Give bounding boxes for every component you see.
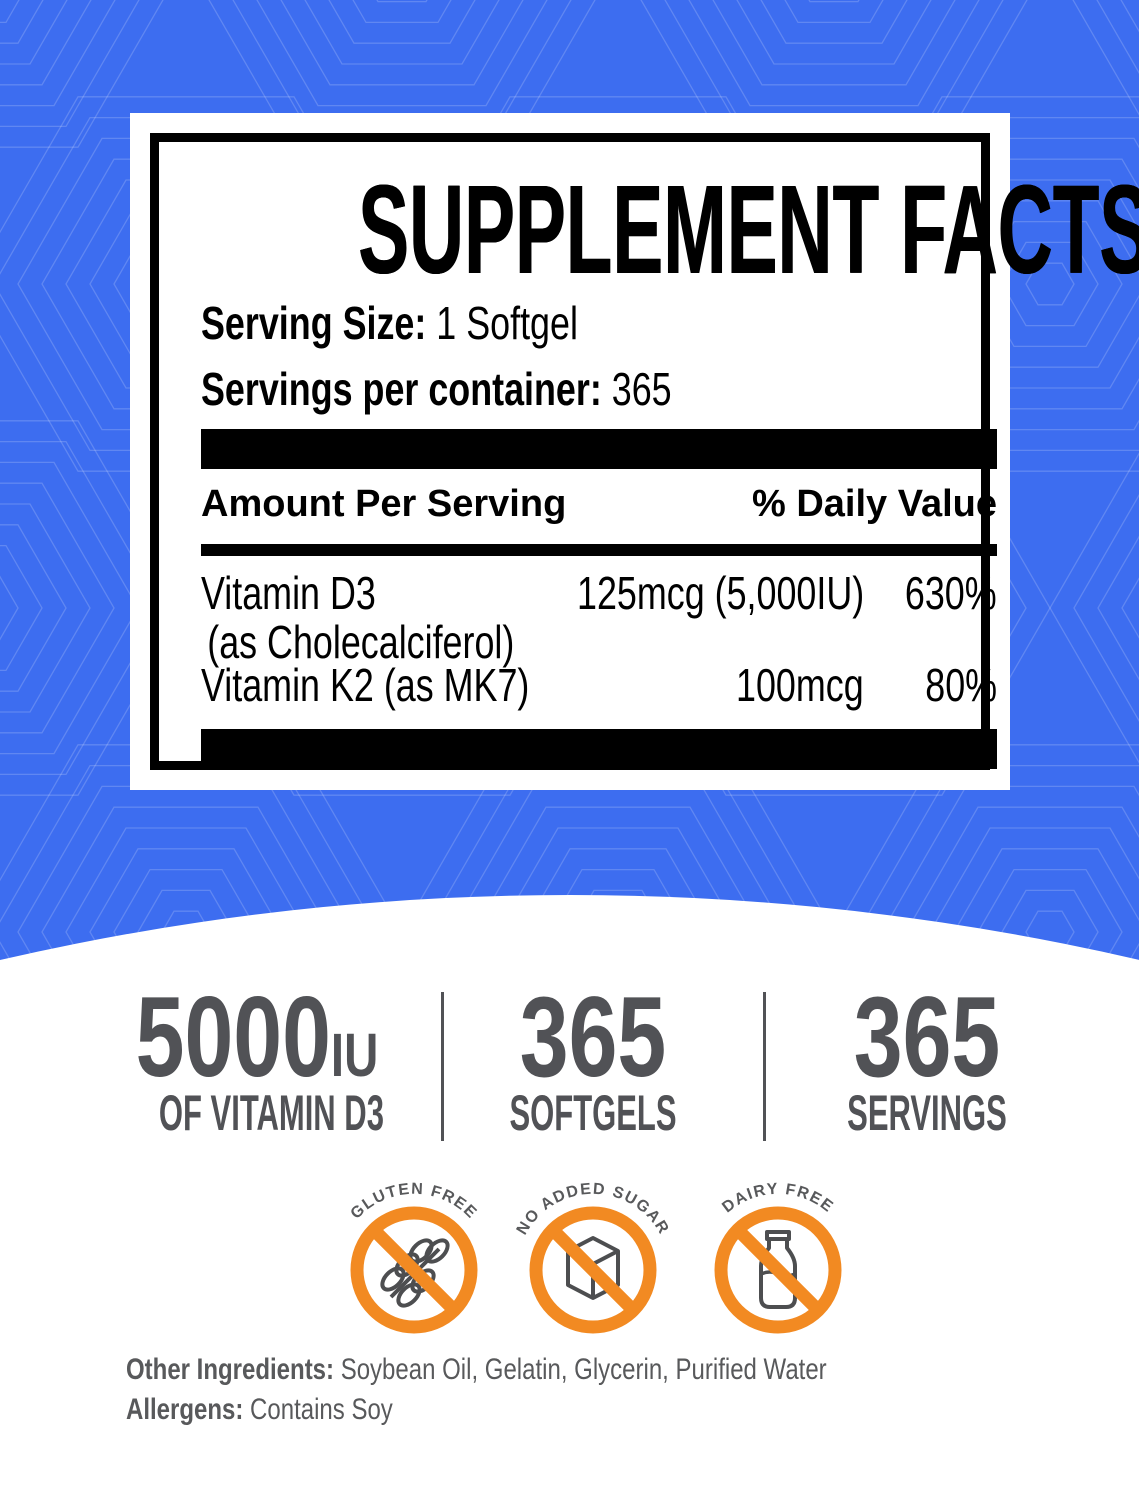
stat-label: SOFTGELS [509,1085,677,1141]
amount-per-serving-header: Amount Per Serving [201,483,567,525]
prohibition-slash [733,1225,823,1315]
serving-size-label: Serving Size: [201,297,427,349]
stat-divider [763,992,766,1141]
servings-per-container-value: 365 [611,363,672,415]
prohibition-slash [369,1225,459,1315]
nutrient-name-detail: (as Cholecalciferol) [207,616,515,668]
prohibition-ring [529,1206,657,1334]
facts-title: SUPPLEMENT FACTS [358,159,1139,300]
nutrient-name: Vitamin K2 (as MK7) [201,659,530,711]
no-added-sugar-badge: NO ADDED SUGAR [514,1181,671,1334]
nutrient-name: Vitamin D3 [201,567,376,619]
nutrient-amount: 100mcg [736,659,864,711]
stat-value: 5000IU [136,981,379,1095]
servings-per-container-label: Servings per container: [201,363,602,415]
nutrient-daily-value: 80% [925,659,997,711]
stat-label: SERVINGS [847,1085,1007,1141]
prohibition-slash [548,1225,638,1315]
black-separator-bar-top [201,429,997,469]
curved-white-section [0,895,1139,1500]
stat-unit: IU [330,1021,379,1090]
stat-label: OF VITAMIN D3 [158,1085,384,1141]
allergens-line: Allergens: Contains Soy [126,1390,827,1430]
stat-number: 365 [519,974,667,1101]
facts-border: SUPPLEMENT FACTS Serving Size: 1 Softgel… [150,133,1139,770]
stat-value: 365 [808,981,1047,1095]
allergens-value: Contains Soy [250,1393,393,1426]
daily-value-header: % Daily Value [751,483,997,525]
dairy-free-badge: DAIRY FREE [714,1181,842,1334]
table-row: Vitamin D3 125mcg (5,000IU) 630% [201,568,997,619]
prohibition-ring [714,1206,842,1334]
dietary-badges: GLUTEN FREE NO ADDED SUGAR [348,1181,842,1334]
nutrient-daily-value: 630% [905,567,997,619]
stat-number: 365 [853,974,1001,1101]
stat-number: 5000 [135,974,331,1101]
other-ingredients-label: Other Ingredients: [126,1353,335,1386]
black-separator-bar-bottom [201,729,997,769]
stat-value: 365 [474,981,713,1095]
allergens-label: Allergens: [126,1393,244,1426]
other-ingredients-value: Soybean Oil, Gelatin, Glycerin, Purified… [340,1353,827,1386]
table-header-row: Amount Per Serving % Daily Value [201,485,997,523]
serving-size-line: Serving Size: 1 Softgel [201,298,578,349]
gluten-free-badge: GLUTEN FREE [348,1181,479,1334]
table-row-detail: (as Cholecalciferol) [201,617,997,668]
supplement-facts-panel: SUPPLEMENT FACTS Serving Size: 1 Softgel… [130,113,1139,790]
serving-size-value: 1 Softgel [436,297,578,349]
header-divider-rule [201,544,997,556]
nutrient-amount: 125mcg (5,000IU) [576,567,864,619]
other-ingredients-line: Other Ingredients: Soybean Oil, Gelatin,… [126,1350,827,1390]
stat-divider [441,992,444,1141]
servings-per-container-line: Servings per container: 365 [201,364,672,415]
table-row: Vitamin K2 (as MK7) 100mcg 80% [201,660,997,711]
footer-ingredients: Other Ingredients: Soybean Oil, Gelatin,… [126,1350,1002,1430]
prohibition-ring [350,1206,478,1334]
